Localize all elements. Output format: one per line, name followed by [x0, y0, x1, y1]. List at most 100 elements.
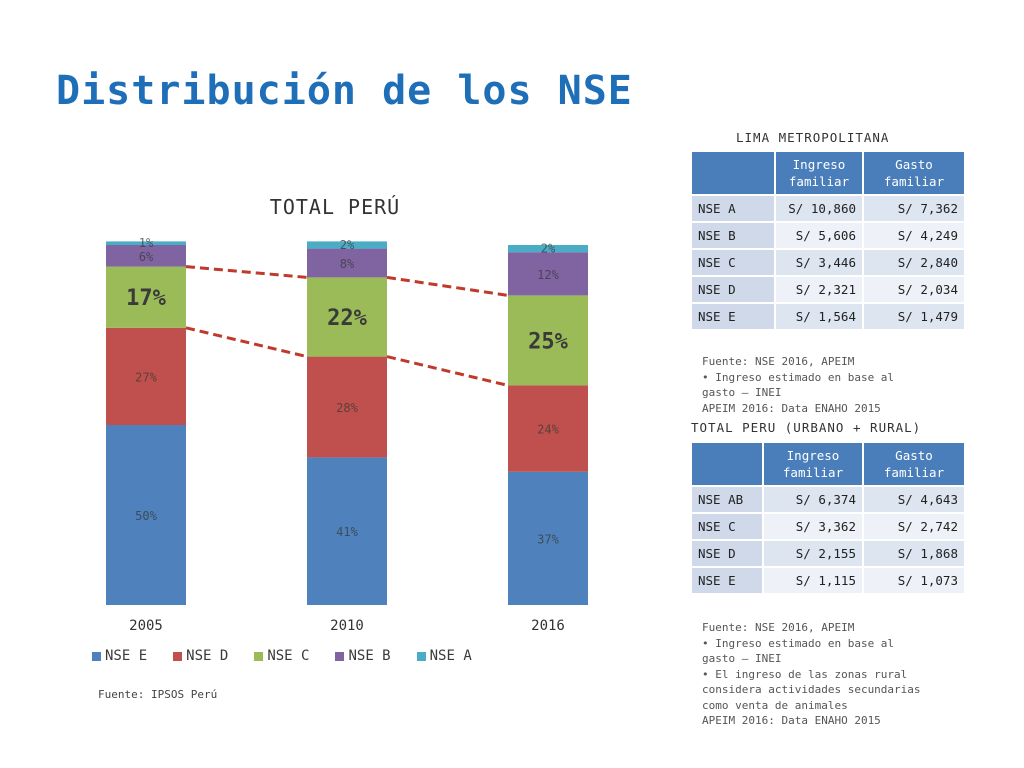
bar-segment-nse-a-2010: [307, 241, 387, 249]
lima-income-cell: S/ 10,860: [774, 194, 864, 223]
data-label: 6%: [139, 250, 154, 264]
data-label: 41%: [336, 525, 358, 539]
table-row: NSE C S/ 3,362 S/ 2,742: [690, 512, 966, 541]
lima-row-label: NSE B: [690, 221, 776, 250]
lima-expense-cell: S/ 7,362: [862, 194, 966, 223]
note-line: • El ingreso de las zonas rural: [702, 667, 908, 681]
bar-segment-nse-b-2005: [106, 245, 186, 267]
x-tick-label: 2016: [531, 618, 565, 634]
table-row: NSE A S/ 10,860 S/ 7,362: [690, 194, 966, 223]
trend-line-nse-c-bottom: [185, 326, 308, 359]
note-line: como venta de animales: [702, 698, 848, 712]
lima-header-expense: Gasto familiar: [862, 150, 966, 196]
peru-income-cell: S/ 6,374: [762, 485, 864, 514]
peru-expense-cell: S/ 2,742: [862, 512, 966, 541]
peru-income-cell: S/ 1,115: [762, 566, 864, 595]
note-line: Fuente: NSE 2016, APEIM: [702, 621, 855, 634]
table-row: NSE D S/ 2,321 S/ 2,034: [690, 275, 966, 304]
legend-swatch: [254, 651, 264, 661]
legend-label: NSE D: [186, 648, 229, 664]
lima-expense-cell: S/ 2,840: [862, 248, 966, 277]
peru-expense-cell: S/ 1,868: [862, 539, 966, 568]
table-row: NSE E S/ 1,564 S/ 1,479: [690, 302, 966, 331]
lima-header-corner: [690, 150, 776, 196]
table-row: NSE C S/ 3,446 S/ 2,840: [690, 248, 966, 277]
lima-notes: Fuente: NSE 2016, APEIM • Ingreso estimad…: [702, 354, 894, 416]
lima-table-caption: LIMA METROPOLITANA: [736, 130, 890, 145]
legend-swatch: [173, 651, 183, 661]
chart-legend: NSE E NSE D NSE C NSE B NSE A: [92, 648, 498, 664]
table-row: NSE D S/ 2,155 S/ 1,868: [690, 539, 966, 568]
data-label: 22%: [327, 306, 367, 331]
data-label: 24%: [537, 423, 559, 437]
trend-line-nse-c-bottom: [386, 355, 509, 387]
legend-item: NSE A: [416, 648, 472, 664]
lima-row-label: NSE C: [690, 248, 776, 277]
legend-label: NSE C: [267, 648, 310, 664]
bar-segment-nse-a-2005: [106, 241, 186, 245]
data-label: 50%: [135, 509, 157, 523]
bar-segment-nse-e-2016: [508, 471, 588, 605]
bar-segment-nse-b-2010: [307, 248, 387, 278]
legend-swatch: [92, 651, 101, 661]
lima-row-label: NSE E: [690, 302, 776, 331]
bar-segment-nse-c-2010: [307, 277, 387, 357]
peru-income-cell: S/ 2,155: [762, 539, 864, 568]
data-label: 17%: [126, 286, 166, 311]
table-row: NSE B S/ 5,606 S/ 4,249: [690, 221, 966, 250]
note-line: considera actividades secundarias: [702, 683, 921, 696]
lima-income-cell: S/ 1,564: [774, 302, 864, 331]
peru-notes: Fuente: NSE 2016, APEIM • Ingreso estimad…: [702, 620, 921, 729]
legend-item: NSE B: [335, 648, 391, 664]
bar-segment-nse-d-2010: [307, 356, 387, 458]
lima-row-label: NSE A: [690, 194, 776, 223]
table-row: NSE AB S/ 6,374 S/ 4,643: [690, 485, 966, 514]
legend-item: NSE E: [92, 648, 147, 664]
peru-row-label: NSE E: [690, 566, 764, 595]
data-label: 12%: [537, 268, 559, 282]
bar-segment-nse-d-2016: [508, 385, 588, 472]
bar-segment-nse-e-2010: [307, 457, 387, 605]
peru-row-label: NSE C: [690, 512, 764, 541]
legend-label: NSE B: [348, 648, 391, 664]
note-line: gasto – INEI: [702, 386, 782, 399]
peru-expense-cell: S/ 4,643: [862, 485, 966, 514]
peru-row-label: NSE D: [690, 539, 764, 568]
page-title: Distribución de los NSE: [56, 68, 633, 114]
lima-expense-cell: S/ 2,034: [862, 275, 966, 304]
data-label: 27%: [135, 370, 157, 384]
legend-item: NSE C: [254, 648, 309, 664]
bar-segment-nse-c-2005: [106, 266, 186, 328]
bar-segment-nse-b-2016: [508, 252, 588, 296]
stacked-bar-chart: TOTAL PERÚ 50% 27% 17% 6%1% 2005 41% 28% 22% 8% 2%…: [106, 195, 588, 634]
lima-income-cell: S/ 2,321: [774, 275, 864, 304]
bar-segment-nse-d-2005: [106, 327, 186, 425]
x-tick-label: 2005: [129, 618, 163, 634]
lima-income-cell: S/ 3,446: [774, 248, 864, 277]
peru-header-corner: [690, 441, 764, 487]
peru-expense-cell: S/ 1,073: [862, 566, 966, 595]
data-label: 37%: [537, 532, 559, 546]
data-label: 8%: [340, 257, 355, 271]
trend-line-nse-c-top: [386, 275, 509, 297]
bar-segment-nse-c-2016: [508, 295, 588, 386]
trend-line-nse-c-top: [185, 265, 308, 279]
legend-label: NSE E: [105, 648, 148, 664]
chart-source: Fuente: IPSOS Perú: [98, 688, 218, 701]
data-label: 28%: [336, 401, 358, 415]
legend-swatch: [335, 651, 345, 661]
lima-row-label: NSE D: [690, 275, 776, 304]
peru-table-caption: TOTAL PERU (URBANO + RURAL): [691, 420, 922, 435]
lima-table: Ingreso familiar Gasto familiar NSE A S/ …: [690, 150, 966, 331]
data-label: 2%: [340, 238, 355, 252]
peru-table: Ingreso familiar Gasto familiar NSE AB S/…: [690, 441, 966, 595]
data-label: 2%: [541, 242, 556, 256]
lima-header-income: Ingreso familiar: [774, 150, 864, 196]
lima-income-cell: S/ 5,606: [774, 221, 864, 250]
note-line: • Ingreso estimado en base al: [702, 370, 895, 384]
note-line: Fuente: NSE 2016, APEIM: [702, 355, 855, 368]
peru-header-income: Ingreso familiar: [762, 441, 864, 487]
data-label: 25%: [528, 329, 568, 354]
bar-segment-nse-e-2005: [106, 425, 186, 605]
peru-income-cell: S/ 3,362: [762, 512, 864, 541]
